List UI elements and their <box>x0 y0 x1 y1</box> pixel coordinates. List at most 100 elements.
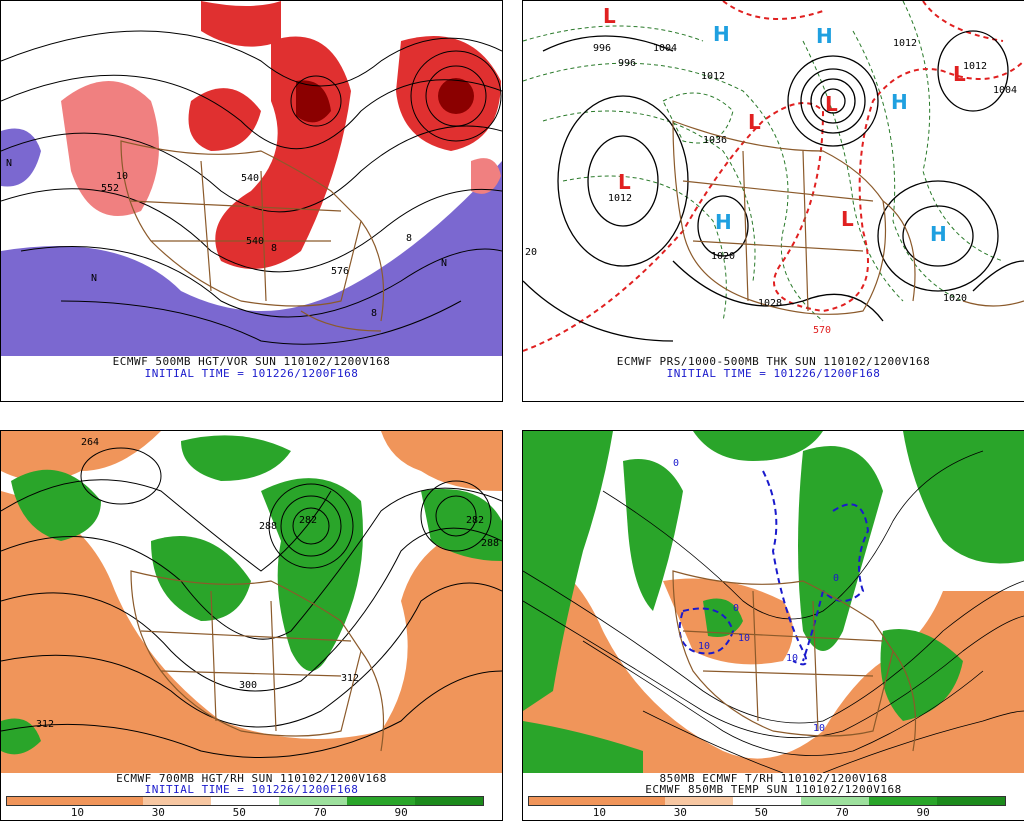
moist-region <box>261 478 363 671</box>
negative-vorticity-region <box>1 128 41 187</box>
panel-caption: ECMWF PRS/1000-500MB THK SUN 110102/1200… <box>616 355 931 368</box>
svg-text:N: N <box>91 273 97 284</box>
moist-region <box>693 431 823 461</box>
moist-region <box>421 489 502 561</box>
svg-text:1004: 1004 <box>993 85 1017 96</box>
svg-text:312: 312 <box>341 673 359 684</box>
svg-text:0: 0 <box>673 458 679 469</box>
svg-text:8: 8 <box>406 233 412 244</box>
panel-caption: ECMWF 500MB HGT/VOR SUN 110102/1200V168 <box>112 355 391 368</box>
svg-text:300: 300 <box>239 680 257 691</box>
high-pressure-label: H <box>713 22 730 46</box>
svg-text:10: 10 <box>738 633 750 644</box>
moist-region <box>880 629 963 721</box>
dry-region <box>1 431 161 481</box>
rh-colorbar-ticks: 10 30 50 70 90 <box>70 806 408 819</box>
panel-850mb-temp-rh: 10 10 10 0 0 10 0 850MB ECMWF T/RH 11010… <box>522 430 1024 821</box>
low-pressure-label: L <box>603 4 616 28</box>
svg-text:10: 10 <box>116 171 128 182</box>
pressure-centers: L L L L L L H H H H H <box>603 4 966 246</box>
map-500mb-vorticity: 540 540 576 552 N N N 10 8 8 8 <box>1 1 502 356</box>
svg-text:996: 996 <box>593 43 611 54</box>
svg-text:10: 10 <box>698 641 710 652</box>
vorticity-max-region <box>61 81 159 216</box>
svg-text:0: 0 <box>833 573 839 584</box>
svg-text:552: 552 <box>101 183 119 194</box>
thickness-contours-green <box>523 1 1004 322</box>
svg-text:540: 540 <box>246 236 264 247</box>
dry-region <box>1 491 502 773</box>
svg-text:1036: 1036 <box>703 135 727 146</box>
map-labels: 540 540 576 552 N N N 10 8 8 8 <box>6 158 447 319</box>
svg-text:264: 264 <box>81 437 99 448</box>
moist-region <box>523 431 613 711</box>
svg-text:8: 8 <box>371 308 377 319</box>
low-pressure-label: L <box>618 170 631 194</box>
height-contours <box>1 447 502 758</box>
vorticity-center <box>438 78 474 114</box>
political-borders <box>672 570 917 752</box>
map-700mb-rh: 300 312 312 288 282 264 282 288 <box>1 431 502 773</box>
vorticity-max-region <box>471 158 501 194</box>
svg-text:20: 20 <box>525 247 537 258</box>
svg-text:1012: 1012 <box>963 61 987 72</box>
height-contours <box>1 30 502 345</box>
svg-text:N: N <box>6 158 12 169</box>
temperature-contours <box>523 450 1024 773</box>
moist-region <box>151 536 251 621</box>
svg-text:1012: 1012 <box>701 71 725 82</box>
moist-region <box>903 431 1024 564</box>
svg-text:0: 0 <box>733 603 739 614</box>
svg-text:1012: 1012 <box>608 193 632 204</box>
svg-text:288: 288 <box>481 538 499 549</box>
political-borders <box>120 140 385 332</box>
low-pressure-label: L <box>953 62 966 86</box>
svg-text:10: 10 <box>813 723 825 734</box>
svg-text:8: 8 <box>271 243 277 254</box>
moist-region <box>798 446 883 651</box>
low-pressure-label: L <box>825 92 838 116</box>
map-850mb-temp-rh: 10 10 10 0 0 10 0 <box>523 431 1024 773</box>
svg-text:996: 996 <box>618 58 636 69</box>
low-pressure-label: L <box>841 207 854 231</box>
panel-pressure-thickness: L L L L L L H H H H H 1012 1028 1020 101… <box>522 0 1024 402</box>
vorticity-max-region <box>188 88 261 151</box>
panel-subcaption: ECMWF 850MB TEMP SUN 110102/1200V168 <box>645 783 902 796</box>
map-labels: 300 312 312 288 282 264 282 288 <box>36 437 499 730</box>
dry-region <box>381 431 502 491</box>
negative-vorticity-region <box>1 161 502 356</box>
vorticity-center <box>296 80 331 123</box>
high-pressure-label: H <box>891 90 908 114</box>
isobars <box>523 30 1024 342</box>
political-borders <box>672 120 1024 315</box>
svg-text:282: 282 <box>466 515 484 526</box>
map-labels: 10 10 10 0 0 10 0 <box>673 458 839 734</box>
moist-region <box>703 598 743 637</box>
svg-text:1020: 1020 <box>711 251 735 262</box>
svg-text:312: 312 <box>36 719 54 730</box>
svg-text:10: 10 <box>786 653 798 664</box>
initial-time-caption: INITIAL TIME = 101226/1200F168 <box>666 367 881 380</box>
svg-text:1028: 1028 <box>758 298 782 309</box>
rh-colorbar <box>528 796 1006 806</box>
initial-time-caption: INITIAL TIME = 101226/1200F168 <box>144 367 359 380</box>
dry-region <box>523 551 1024 773</box>
high-pressure-label: H <box>930 222 947 246</box>
moist-region <box>623 459 683 611</box>
svg-text:1004: 1004 <box>653 43 677 54</box>
political-borders <box>130 570 385 752</box>
moist-region <box>1 718 41 755</box>
svg-text:282: 282 <box>299 515 317 526</box>
svg-text:288: 288 <box>259 521 277 532</box>
panel-500mb-vorticity: 540 540 576 552 N N N 10 8 8 8 ECMWF 500… <box>0 0 503 402</box>
map-pressure-thickness: L L L L L L H H H H H 1012 1028 1020 101… <box>523 1 1024 356</box>
rh-colorbar-ticks: 10 30 50 70 90 <box>592 806 930 819</box>
vorticity-max-region <box>201 1 281 47</box>
panel-700mb-rh: 300 312 312 288 282 264 282 288 ECMWF 70… <box>0 430 503 821</box>
svg-text:1012: 1012 <box>893 38 917 49</box>
svg-text:N: N <box>441 258 447 269</box>
rh-colorbar <box>6 796 484 806</box>
moist-region <box>523 721 643 773</box>
panel-caption: ECMWF 700MB HGT/RH SUN 110102/1200V168 <box>116 772 387 785</box>
low-pressure-label: L <box>748 110 761 134</box>
